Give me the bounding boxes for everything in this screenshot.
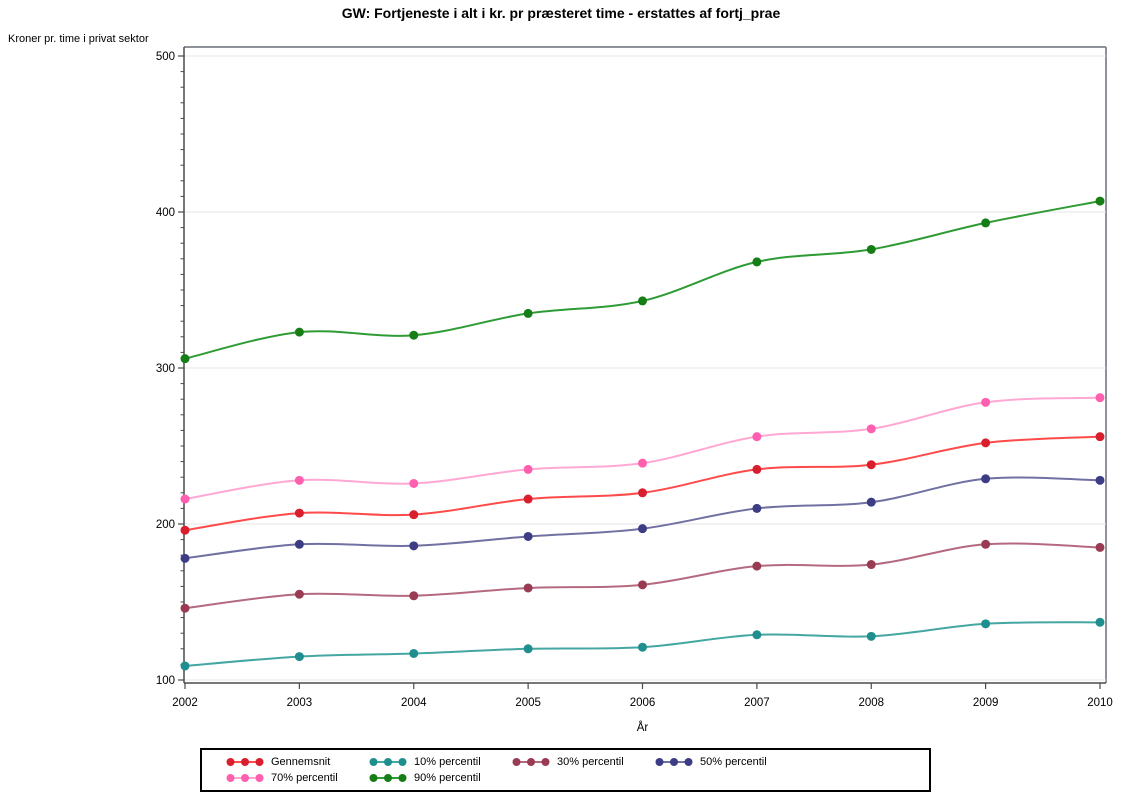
data-point-10-percentil-2009 xyxy=(981,619,991,629)
data-point-90-percentil-2004 xyxy=(409,330,419,340)
data-point-gennemsnit-2002 xyxy=(180,525,190,535)
data-point-30-percentil-2010 xyxy=(1095,542,1105,552)
legend-item-gennemsnit: Gennemsnit xyxy=(226,754,369,770)
data-point-50-percentil-2008 xyxy=(866,497,876,507)
legend-marker-icon xyxy=(655,758,693,766)
data-point-10-percentil-2006 xyxy=(638,642,647,652)
series-line-70-percentil xyxy=(184,396,1101,501)
x-tick-label-2003: 2003 xyxy=(287,697,313,709)
data-point-70-percentil-2006 xyxy=(638,458,647,468)
series-line-30-percentil xyxy=(184,542,1101,610)
legend-item-50-percentil: 50% percentil xyxy=(655,754,798,770)
data-point-70-percentil-2010 xyxy=(1095,393,1105,403)
data-point-50-percentil-2006 xyxy=(638,524,647,534)
y-tick-label-300: 300 xyxy=(156,363,175,375)
y-tick-label-100: 100 xyxy=(156,675,175,687)
data-point-70-percentil-2007 xyxy=(752,432,762,442)
x-tick-label-2005: 2005 xyxy=(515,697,541,709)
data-point-gennemsnit-2003 xyxy=(294,508,304,518)
data-point-90-percentil-2008 xyxy=(866,244,876,254)
data-point-gennemsnit-2004 xyxy=(409,510,419,520)
data-point-50-percentil-2004 xyxy=(409,541,419,551)
legend-marker-icon xyxy=(226,758,264,766)
legend-label: 70% percentil xyxy=(271,772,338,784)
data-point-90-percentil-2002 xyxy=(180,354,190,364)
data-point-10-percentil-2003 xyxy=(294,652,304,662)
data-point-10-percentil-2010 xyxy=(1095,617,1105,627)
data-point-90-percentil-2005 xyxy=(523,308,533,318)
data-point-70-percentil-2008 xyxy=(866,424,876,434)
data-point-70-percentil-2003 xyxy=(294,475,304,485)
data-point-70-percentil-2004 xyxy=(409,478,419,488)
data-point-30-percentil-2003 xyxy=(294,589,304,599)
legend-marker-icon xyxy=(226,774,264,782)
data-point-70-percentil-2009 xyxy=(981,397,991,407)
data-point-30-percentil-2006 xyxy=(638,580,647,590)
series-line-gennemsnit xyxy=(184,435,1101,532)
data-point-gennemsnit-2006 xyxy=(638,488,647,498)
legend-marker-icon xyxy=(369,774,407,782)
data-point-90-percentil-2003 xyxy=(294,327,304,337)
data-point-50-percentil-2009 xyxy=(981,474,991,484)
data-point-30-percentil-2008 xyxy=(866,560,876,570)
legend-item-90-percentil: 90% percentil xyxy=(369,770,512,786)
x-tick-label-2007: 2007 xyxy=(744,697,770,709)
data-point-gennemsnit-2005 xyxy=(523,494,533,504)
data-point-50-percentil-2005 xyxy=(523,531,533,541)
data-point-90-percentil-2009 xyxy=(981,218,991,228)
y-tick-label-200: 200 xyxy=(156,519,175,531)
y-axis-title: Kroner pr. time i privat sektor xyxy=(8,33,149,45)
data-point-90-percentil-2007 xyxy=(752,257,762,267)
legend-item-30-percentil: 30% percentil xyxy=(512,754,655,770)
data-point-gennemsnit-2007 xyxy=(752,464,762,474)
data-point-gennemsnit-2009 xyxy=(981,438,991,448)
x-tick-label-2008: 2008 xyxy=(858,697,884,709)
data-point-30-percentil-2009 xyxy=(981,539,991,549)
x-tick-label-2006: 2006 xyxy=(630,697,656,709)
legend-item-70-percentil: 70% percentil xyxy=(226,770,369,786)
data-point-90-percentil-2010 xyxy=(1095,196,1105,206)
x-tick-label-2004: 2004 xyxy=(401,697,427,709)
legend-item-10-percentil: 10% percentil xyxy=(369,754,512,770)
y-tick-label-400: 400 xyxy=(156,207,175,219)
legend-label: 50% percentil xyxy=(700,756,767,768)
data-point-50-percentil-2003 xyxy=(294,539,304,549)
data-point-90-percentil-2006 xyxy=(638,296,647,306)
data-point-10-percentil-2007 xyxy=(752,630,762,640)
data-point-10-percentil-2002 xyxy=(180,661,190,671)
plot-area: 100 200 300 400 500 2002 2003 2004 2005 2006 2007 2… xyxy=(156,46,1113,734)
legend-label: Gennemsnit xyxy=(271,756,331,768)
x-tick-label-2009: 2009 xyxy=(973,697,999,709)
data-point-gennemsnit-2008 xyxy=(866,460,876,470)
data-point-gennemsnit-2010 xyxy=(1095,432,1105,442)
chart-title: GW: Fortjeneste i alt i kr. pr præsteret… xyxy=(341,5,781,21)
data-point-30-percentil-2004 xyxy=(409,591,419,601)
x-axis-title: År xyxy=(637,721,649,734)
data-point-30-percentil-2007 xyxy=(752,561,762,571)
data-point-10-percentil-2005 xyxy=(523,644,533,654)
legend: Gennemsnit 10% percentil 30% percentil 50% … xyxy=(200,748,931,792)
data-point-10-percentil-2004 xyxy=(409,648,419,658)
data-point-30-percentil-2002 xyxy=(180,603,190,613)
x-tick-label-2002: 2002 xyxy=(172,697,198,709)
x-tick-label-2010: 2010 xyxy=(1087,697,1113,709)
data-point-70-percentil-2005 xyxy=(523,464,533,474)
series-line-90-percentil xyxy=(184,200,1101,360)
data-point-50-percentil-2007 xyxy=(752,503,762,513)
data-point-70-percentil-2002 xyxy=(180,494,190,504)
y-tick-label-500: 500 xyxy=(156,51,175,63)
data-point-30-percentil-2005 xyxy=(523,583,533,593)
legend-label: 30% percentil xyxy=(557,756,624,768)
legend-marker-icon xyxy=(512,758,550,766)
data-point-50-percentil-2010 xyxy=(1095,475,1105,485)
legend-label: 10% percentil xyxy=(414,756,481,768)
legend-marker-icon xyxy=(369,758,407,766)
data-point-10-percentil-2008 xyxy=(866,631,876,641)
data-point-50-percentil-2002 xyxy=(180,553,190,563)
legend-label: 90% percentil xyxy=(414,772,481,784)
